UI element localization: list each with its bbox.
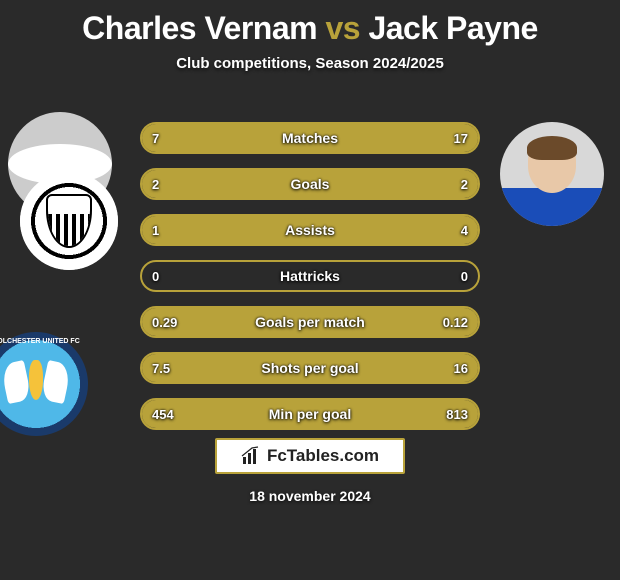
stat-row: 22Goals (140, 168, 480, 200)
stat-fill-right (310, 170, 478, 198)
player2-name: Jack Payne (368, 10, 537, 46)
stat-row: 717Matches (140, 122, 480, 154)
stat-fill-right (209, 216, 478, 244)
player1-crest: GRIMSBY TOWN FC (20, 172, 118, 270)
stat-label: Hattricks (142, 268, 478, 284)
stat-fill-left (142, 170, 310, 198)
stat-row: 0.290.12Goals per match (140, 306, 480, 338)
stat-row: 7.516Shots per goal (140, 352, 480, 384)
title-vs: vs (325, 10, 360, 46)
subtitle: Club competitions, Season 2024/2025 (0, 55, 620, 72)
shield-icon (46, 194, 92, 248)
avatar-shirt (500, 188, 604, 226)
stat-row: 14Assists (140, 214, 480, 246)
stripes-icon (48, 214, 90, 246)
stat-fill-right (250, 354, 478, 382)
stat-fill-right (239, 124, 478, 152)
stat-value-p2: 17 (454, 131, 468, 146)
comparison-title: Charles Vernam vs Jack Payne (0, 0, 620, 47)
stat-value-p2: 0.12 (443, 315, 468, 330)
footer: FcTables.com 18 november 2024 (0, 438, 620, 504)
eagle-body-icon (29, 360, 43, 400)
avatar-hair (527, 136, 577, 160)
brand-label: FcTables.com (267, 446, 379, 466)
stat-value-p1: 454 (152, 407, 174, 422)
brand-badge[interactable]: FcTables.com (215, 438, 405, 474)
wing-left-icon (0, 360, 32, 404)
stat-value-p1: 7.5 (152, 361, 170, 376)
player2-crest: COLCHESTER UNITED FC (0, 332, 88, 436)
stat-value-p2: 813 (446, 407, 468, 422)
player1-name: Charles Vernam (82, 10, 317, 46)
wing-right-icon (40, 360, 72, 404)
stat-value-p2: 4 (461, 223, 468, 238)
stat-value-p2: 2 (461, 177, 468, 192)
stat-row: 0 0Hattricks (140, 260, 480, 292)
crest-ring-text: GRIMSBY TOWN FC (20, 170, 118, 177)
eagle-icon (6, 354, 66, 414)
stats-list: 717Matches22Goals14Assists00Hattricks0.2… (140, 122, 480, 444)
stat-fill-left (142, 308, 381, 336)
crest-ring: GRIMSBY TOWN FC (20, 172, 118, 270)
stat-row: 454813Min per goal (140, 398, 480, 430)
crest-ring-text: COLCHESTER UNITED FC (0, 338, 88, 345)
stat-value-p2: 0 (461, 269, 468, 284)
stat-value-p1: 7 (152, 131, 159, 146)
stat-value-p1: 2 (152, 177, 159, 192)
bar-chart-icon (241, 446, 261, 466)
date-text: 18 november 2024 (0, 488, 620, 504)
player2-avatar (500, 122, 604, 226)
stat-value-p1: 0 (152, 269, 159, 284)
stat-value-p2: 16 (454, 361, 468, 376)
stat-value-p1: 1 (152, 223, 159, 238)
stat-value-p1: 0.29 (152, 315, 177, 330)
